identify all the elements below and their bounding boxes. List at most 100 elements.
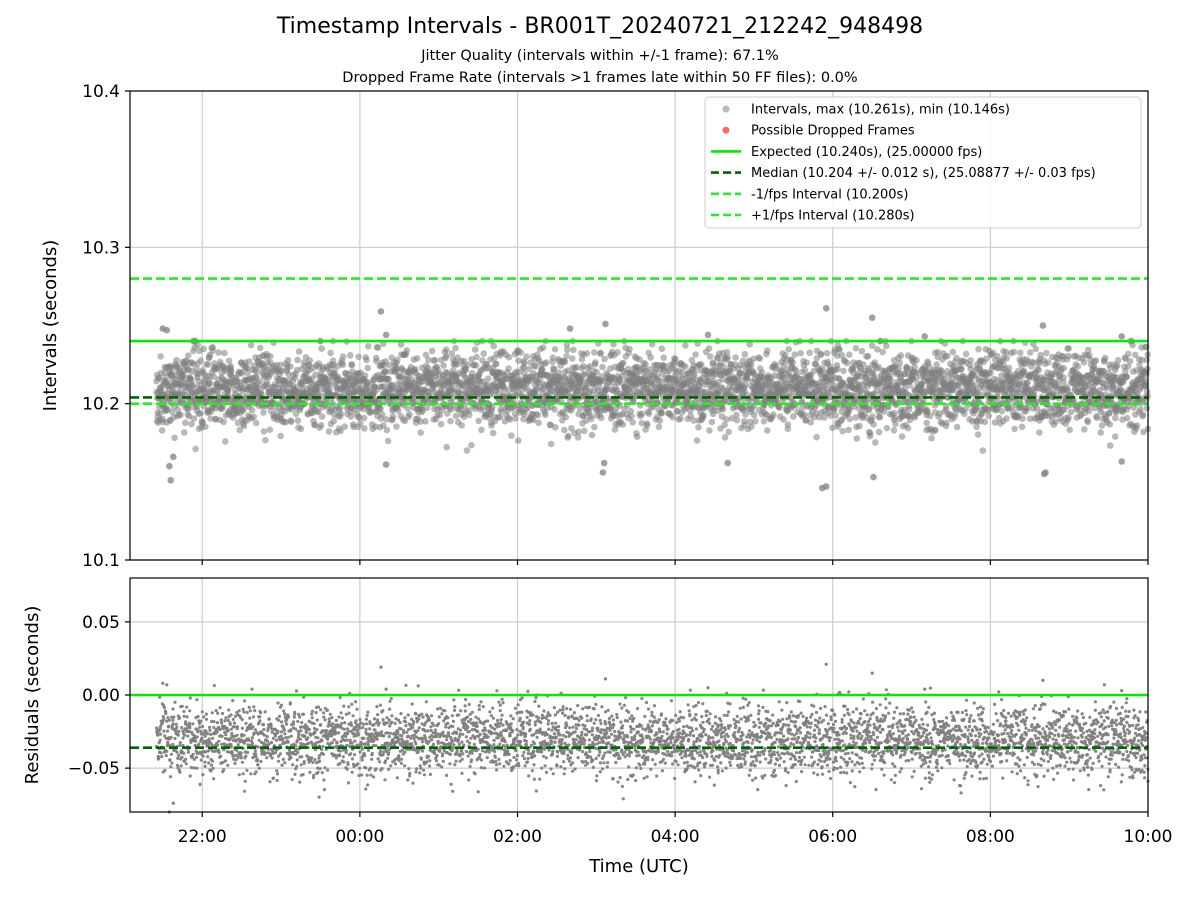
data-point [1035, 366, 1042, 374]
data-point [232, 725, 237, 729]
data-point [1084, 418, 1092, 426]
data-point [202, 715, 206, 719]
data-point [192, 766, 196, 770]
data-point [452, 412, 460, 420]
data-point [184, 757, 188, 761]
data-point [724, 354, 731, 361]
data-point [468, 441, 475, 449]
data-point [185, 715, 189, 719]
data-point [207, 415, 214, 422]
data-point [201, 724, 205, 729]
data-point [512, 415, 519, 422]
data-point [448, 350, 456, 357]
data-point [182, 419, 189, 427]
data-point [1114, 356, 1122, 364]
data-point [404, 405, 411, 412]
data-point [648, 340, 656, 348]
data-point [326, 381, 334, 388]
data-point [195, 766, 199, 770]
data-point [210, 759, 215, 763]
data-point [1060, 364, 1068, 372]
data-point [222, 768, 226, 772]
data-point [355, 353, 362, 361]
data-point [597, 349, 604, 357]
outlier-point [870, 473, 877, 481]
data-point [226, 763, 230, 767]
data-point [490, 342, 498, 350]
data-point [231, 717, 235, 722]
data-point [284, 356, 292, 364]
data-point [752, 418, 759, 425]
data-point [233, 761, 237, 766]
data-point [248, 716, 252, 720]
data-point [1123, 373, 1131, 381]
data-point [563, 352, 570, 360]
data-point [719, 406, 727, 413]
data-point [897, 352, 905, 359]
data-point [364, 364, 372, 372]
legend-label: Intervals, max (10.261s), min (10.146s) [751, 103, 1010, 118]
data-point [341, 423, 349, 430]
data-point [364, 343, 372, 350]
data-point [508, 432, 515, 440]
data-point [220, 711, 225, 716]
data-point [597, 414, 605, 422]
data-point [201, 754, 205, 758]
data-point [658, 410, 666, 417]
y-tick-label: 10.3 [82, 238, 120, 258]
data-point [693, 437, 701, 444]
data-point [588, 415, 595, 423]
data-point [385, 375, 392, 383]
data-point [194, 341, 201, 349]
data-point [176, 756, 180, 760]
data-point [231, 699, 235, 703]
data-point [256, 377, 264, 385]
data-point [574, 434, 582, 441]
data-point [167, 724, 171, 728]
data-point [614, 349, 621, 356]
data-point [330, 417, 338, 425]
data-point [164, 754, 168, 758]
data-point [244, 754, 248, 758]
data-point [218, 706, 222, 710]
data-point [210, 373, 217, 381]
data-point [962, 350, 970, 358]
data-point [725, 428, 732, 436]
data-point [248, 709, 252, 713]
data-point [227, 367, 235, 375]
data-point [377, 405, 384, 413]
outlier-point [822, 483, 830, 490]
data-point [463, 447, 471, 454]
data-point [853, 435, 861, 442]
data-point [282, 418, 289, 426]
data-point [361, 425, 368, 432]
data-point [182, 733, 187, 737]
outlier-point [1118, 333, 1125, 340]
data-point [478, 426, 485, 434]
data-point [175, 750, 179, 754]
data-point [318, 413, 326, 420]
data-point [898, 433, 906, 440]
data-point [222, 438, 229, 445]
data-point [241, 772, 245, 776]
data-point [561, 358, 569, 366]
data-point [975, 345, 982, 353]
data-point [158, 727, 162, 731]
data-point [440, 362, 447, 369]
data-point [403, 347, 411, 354]
data-point [913, 357, 920, 364]
data-point [184, 722, 188, 727]
data-point [733, 416, 741, 424]
data-point [1024, 379, 1031, 387]
data-point [157, 756, 161, 760]
data-point [266, 426, 274, 434]
legend-label: Possible Dropped Frames [751, 124, 915, 139]
data-point [475, 417, 482, 425]
data-point [241, 707, 245, 711]
data-point [253, 749, 257, 753]
data-point [967, 357, 974, 364]
data-point [1093, 414, 1101, 422]
data-point [207, 761, 211, 765]
data-point [619, 421, 627, 428]
